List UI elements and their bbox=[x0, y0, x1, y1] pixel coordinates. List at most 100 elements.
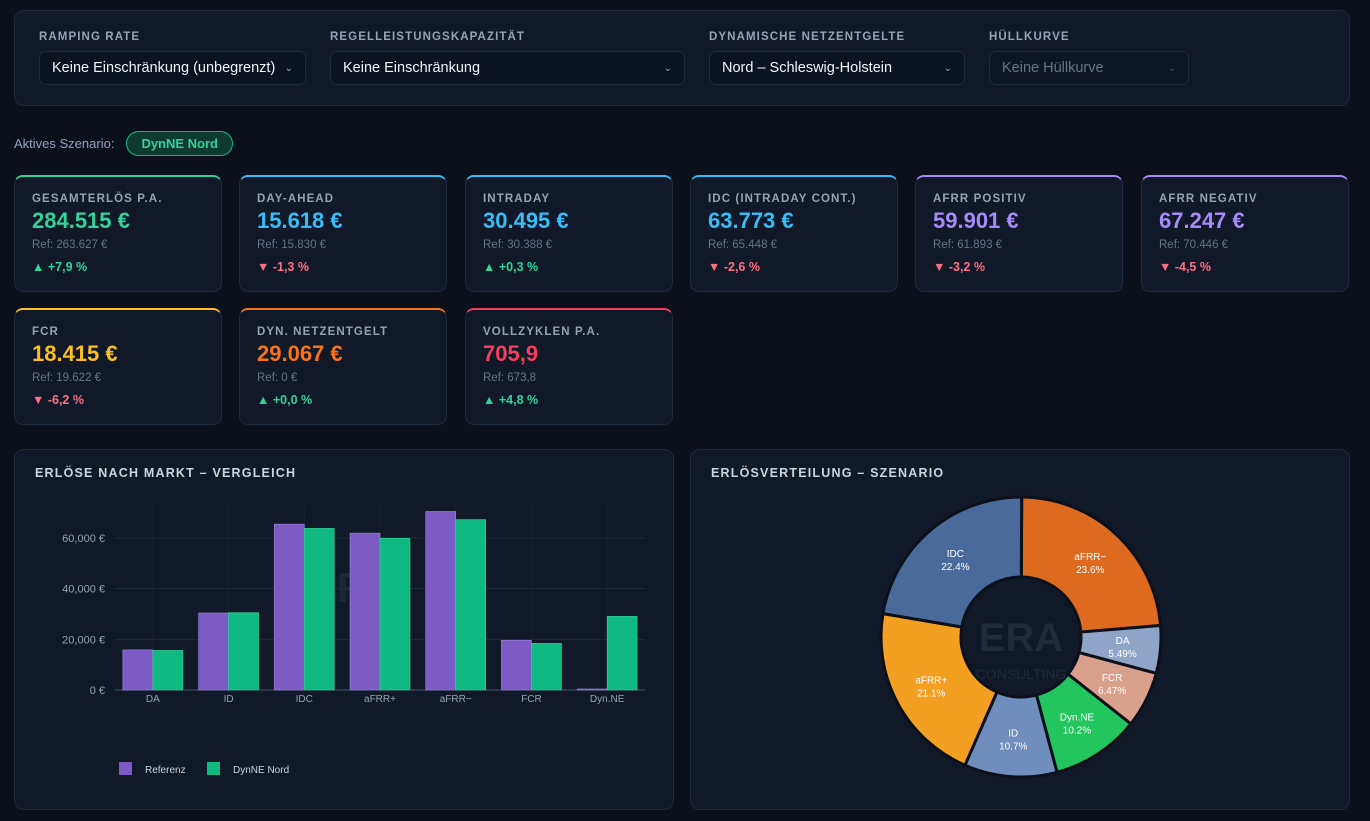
kpi-ref: Ref: 65.448 € bbox=[708, 239, 778, 251]
x-tick-label: aFRR+ bbox=[364, 694, 396, 705]
regelleistung-select[interactable]: Keine Einschränkung ⌄ bbox=[330, 51, 685, 85]
bar-szenario[interactable] bbox=[531, 643, 562, 691]
y-tick-label: 20,000 € bbox=[62, 634, 105, 646]
kpi-ref: Ref: 673,8 bbox=[483, 372, 537, 384]
kpi-card-intraday: INTRADAY 30.495 € Ref: 30.388 € ▲ +0,3 % bbox=[465, 175, 673, 292]
kpi-label: DAY-AHEAD bbox=[257, 193, 335, 205]
kpi-label: AFRR NEGATIV bbox=[1159, 193, 1258, 205]
kpi-ref: Ref: 30.388 € bbox=[483, 239, 553, 251]
kpi-label: VOLLZYKLEN P.A. bbox=[483, 326, 601, 338]
x-tick-label: FCR bbox=[521, 694, 542, 705]
chevron-down-icon: ⌄ bbox=[663, 62, 672, 74]
chevron-down-icon: ⌄ bbox=[284, 62, 293, 74]
kpi-ref: Ref: 15.830 € bbox=[257, 239, 327, 251]
kpi-card-gesamterloes: GESAMTERLÖS P.A. 284.515 € Ref: 263.627 … bbox=[14, 175, 222, 292]
bar-szenario[interactable] bbox=[379, 537, 411, 691]
kpi-value: 284.515 € bbox=[32, 208, 130, 233]
select-value: Nord – Schleswig-Holstein bbox=[722, 60, 893, 76]
kpi-delta: ▼ -1,3 % bbox=[257, 260, 309, 274]
bar-referenz[interactable] bbox=[576, 688, 608, 691]
y-tick-label: 40,000 € bbox=[62, 584, 105, 596]
bar-referenz[interactable] bbox=[425, 511, 457, 691]
kpi-card-day-ahead: DAY-AHEAD 15.618 € Ref: 15.830 € ▼ -1,3 … bbox=[239, 175, 447, 292]
donut-slice[interactable] bbox=[879, 611, 999, 768]
filter-bar: RAMPING RATE Keine Einschränkung (unbegr… bbox=[14, 10, 1350, 106]
filter-label: DYNAMISCHE NETZENTGELTE bbox=[709, 31, 906, 43]
bar-referenz[interactable] bbox=[501, 639, 532, 691]
slice-percent: 6.47% bbox=[1098, 686, 1126, 697]
huellkurve-select[interactable]: Keine Hüllkurve ⌄ bbox=[989, 51, 1189, 85]
donut-slice[interactable] bbox=[1019, 495, 1163, 634]
kpi-value: 30.495 € bbox=[483, 208, 569, 233]
kpi-delta: ▲ +0,3 % bbox=[483, 260, 539, 274]
kpi-ref: Ref: 19.622 € bbox=[32, 372, 102, 384]
kpi-delta: ▲ +4,8 % bbox=[483, 393, 539, 407]
slice-label: aFRR− bbox=[1074, 552, 1106, 563]
bar-szenario[interactable] bbox=[152, 650, 184, 691]
legend-swatch bbox=[119, 762, 132, 775]
bar-referenz[interactable] bbox=[198, 612, 229, 691]
pie-chart-panel: ERLÖSVERTEILUNG – SZENARIO aFRR− 23.6% DA 5… bbox=[690, 449, 1350, 810]
legend-swatch bbox=[207, 762, 220, 775]
slice-label: FCR bbox=[1102, 673, 1123, 684]
slice-percent: 10.2% bbox=[1063, 725, 1091, 736]
filter-ramping-rate: RAMPING RATE Keine Einschränkung (unbegr… bbox=[39, 31, 306, 85]
active-scenario: Aktives Szenario: DynNE Nord bbox=[14, 130, 233, 156]
y-tick-label: 0 € bbox=[90, 685, 105, 697]
kpi-card-dyn-netzentgelt: DYN. NETZENTGELT 29.067 € Ref: 0 € ▲ +0,… bbox=[239, 308, 447, 425]
pie-chart-title: ERLÖSVERTEILUNG – SZENARIO bbox=[711, 466, 945, 480]
kpi-ref: Ref: 70.446 € bbox=[1159, 239, 1229, 251]
donut-chart: aFRR− 23.6% DA 5.49% FCR 6.47% Dyn.NE 10.2% ID 10… bbox=[879, 495, 1163, 779]
kpi-card-afrr-positiv: AFRR POSITIV 59.901 € Ref: 61.893 € ▼ -3… bbox=[915, 175, 1123, 292]
bar-chart-panel: ERLÖSE NACH MARKT – VERGLEICH ERA0 €20,0… bbox=[14, 449, 674, 810]
filter-regelleistung: REGELLEISTUNGSKAPAZITÄT Keine Einschränk… bbox=[330, 31, 685, 85]
donut-slice[interactable] bbox=[881, 495, 1024, 629]
chevron-down-icon: ⌄ bbox=[943, 62, 952, 74]
kpi-label: DYN. NETZENTGELT bbox=[257, 326, 389, 338]
filter-label: HÜLLKURVE bbox=[989, 31, 1070, 43]
bar-referenz[interactable] bbox=[273, 523, 305, 691]
slice-label: Dyn.NE bbox=[1060, 712, 1095, 723]
bar-referenz[interactable] bbox=[349, 532, 381, 691]
legend-label[interactable]: DynNE Nord bbox=[233, 765, 289, 776]
watermark-sub: CONSULTING bbox=[976, 666, 1067, 682]
slice-label: DA bbox=[1116, 636, 1130, 647]
kpi-delta: ▼ -4,5 % bbox=[1159, 260, 1211, 274]
slice-label: IDC bbox=[947, 549, 964, 560]
slice-percent: 22.4% bbox=[941, 562, 969, 573]
x-tick-label: aFRR− bbox=[440, 694, 472, 705]
ramping-rate-select[interactable]: Keine Einschränkung (unbegrenzt) ⌄ bbox=[39, 51, 306, 85]
bar-szenario[interactable] bbox=[303, 528, 335, 691]
slice-label: aFRR+ bbox=[915, 675, 947, 686]
kpi-delta: ▼ -6,2 % bbox=[32, 393, 84, 407]
x-tick-label: DA bbox=[146, 694, 160, 705]
kpi-delta: ▲ +7,9 % bbox=[32, 260, 88, 274]
kpi-ref: Ref: 0 € bbox=[257, 372, 298, 384]
x-tick-label: Dyn.NE bbox=[590, 694, 625, 705]
kpi-card-vollzyklen: VOLLZYKLEN P.A. 705,9 Ref: 673,8 ▲ +4,8 … bbox=[465, 308, 673, 425]
kpi-value: 59.901 € bbox=[933, 208, 1019, 233]
scenario-label: Aktives Szenario: bbox=[14, 135, 115, 151]
slice-percent: 10.7% bbox=[999, 742, 1027, 753]
kpi-label: INTRADAY bbox=[483, 193, 551, 205]
kpi-label: IDC (INTRADAY CONT.) bbox=[708, 193, 857, 205]
netzentgelte-select[interactable]: Nord – Schleswig-Holstein ⌄ bbox=[709, 51, 965, 85]
kpi-card-afrr-negativ: AFRR NEGATIV 67.247 € Ref: 70.446 € ▼ -4… bbox=[1141, 175, 1349, 292]
x-tick-label: ID bbox=[224, 694, 234, 705]
slice-percent: 23.6% bbox=[1076, 565, 1104, 576]
bar-szenario[interactable] bbox=[606, 616, 638, 691]
slice-percent: 5.49% bbox=[1108, 649, 1136, 660]
kpi-delta: ▲ +0,0 % bbox=[257, 393, 313, 407]
bar-szenario[interactable] bbox=[228, 612, 259, 691]
filter-netzentgelte: DYNAMISCHE NETZENTGELTE Nord – Schleswig… bbox=[709, 31, 965, 85]
kpi-label: AFRR POSITIV bbox=[933, 193, 1027, 205]
filter-huellkurve: HÜLLKURVE Keine Hüllkurve ⌄ bbox=[989, 31, 1189, 85]
select-value: Keine Einschränkung bbox=[343, 60, 481, 76]
bar-referenz[interactable] bbox=[122, 649, 154, 691]
x-tick-label: IDC bbox=[296, 694, 313, 705]
kpi-value: 705,9 bbox=[483, 341, 539, 366]
bar-szenario[interactable] bbox=[455, 519, 487, 691]
kpi-value: 18.415 € bbox=[32, 341, 118, 366]
y-tick-label: 60,000 € bbox=[62, 533, 105, 545]
legend-label[interactable]: Referenz bbox=[145, 765, 186, 776]
